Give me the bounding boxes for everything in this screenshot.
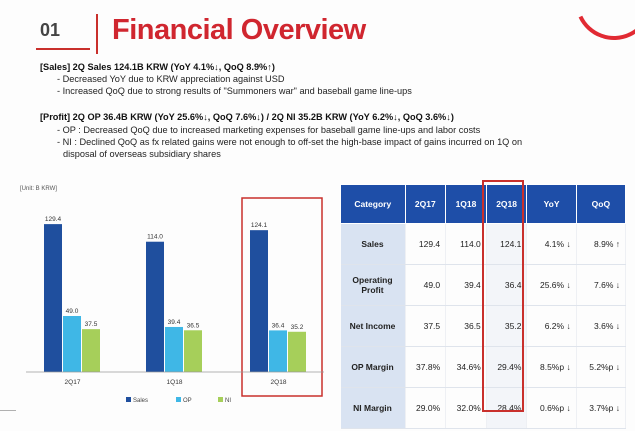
data-label: 129.4 [45,216,62,223]
data-label: 39.4 [168,319,181,326]
table-cell: 3.7%p ↓ [576,387,627,429]
sales-bullet-1: - Decreased YoY due to KRW appreciation … [57,74,285,84]
table-row: OP Margin 37.8% 34.6% 29.4% 8.5%p ↓ 5.2%… [340,346,627,388]
financial-table-wrap: Category 2Q17 1Q18 2Q18 YoY QoQ Sales 12… [340,184,627,429]
profit-bullet-1: - OP : Decreased QoQ due to increased ma… [57,125,481,135]
x-tick-label: 2Q18 [271,379,287,386]
legend-swatch-ni [218,397,223,402]
table-cell: 29.4% [486,346,528,388]
table-row: Net Income 37.5 36.5 35.2 6.2% ↓ 3.6% ↓ [340,305,627,347]
table-cell: 124.1 [486,223,528,265]
sales-bullet-2-text: Increased QoQ due to strong results of "… [62,86,412,96]
table-cell: 6.2% ↓ [526,305,577,347]
legend-label-op: OP [183,398,192,404]
page-title: Financial Overview [112,14,366,46]
data-label: 35.2 [291,324,304,331]
bar-op-1q18 [165,326,183,372]
table-cell: 7.6% ↓ [576,264,627,306]
table-cell: 37.5 [405,305,447,347]
data-label: 37.5 [85,321,98,328]
bar-op-2q17 [63,316,81,372]
table-cell: 0.6%p ↓ [526,387,577,429]
table-cell: 49.0 [405,264,447,306]
table-row: Sales 129.4 114.0 124.1 4.1% ↓ 8.9% ↑ [340,223,627,265]
legend-swatch-op [176,397,181,402]
table-header-category: Category [340,184,406,224]
table-cell: 35.2 [486,305,528,347]
table-header-yoy: YoY [526,184,577,224]
profit-bullet-1-text: OP : Decreased QoQ due to increased mark… [62,125,481,135]
profit-bullet-2: - NI : Declined QoQ as fx related gains … [57,137,523,147]
table-header-qoq: QoQ [575,184,627,224]
financial-table: Category 2Q17 1Q18 2Q18 YoY QoQ Sales 12… [340,184,627,429]
table-cell: 34.6% [445,346,487,388]
table-cell: 8.9% ↑ [576,223,627,265]
legend-label-ni: NI [225,398,231,404]
table-cell: 29.0% [405,387,447,429]
table-cell: 4.1% ↓ [526,223,577,265]
profit-headline: [Profit] 2Q OP 36.4B KRW (YoY 25.6%↓, Qo… [40,112,454,122]
profit-bullet-2-text: NI : Declined QoQ as fx related gains we… [62,137,523,147]
table-cell: 8.5%p ↓ [526,346,577,388]
data-label: 124.1 [251,222,268,229]
table-cell: 39.4 [445,264,487,306]
bar-op-2q18 [269,330,287,372]
sales-bullet-2: - Increased QoQ due to strong results of… [57,86,412,96]
table-row-category: Operating Profit [340,264,406,306]
x-tick-label: 1Q18 [167,379,183,386]
table-cell: 36.5 [445,305,487,347]
data-label: 36.5 [187,322,200,329]
data-label: 49.0 [66,308,79,315]
bar-ni-2q18 [288,331,306,372]
profit-bullet-2-cont: disposal of overseas subsidiary shares [63,149,221,159]
table-header-2q17: 2Q17 [404,184,447,224]
bar-ni-2q17 [82,329,100,372]
bar-chart: [Unit: B KRW] 129.4 49.0 37.5 2Q17 114.0 39.4 3… [18,176,328,412]
sales-headline: [Sales] 2Q Sales 124.1B KRW (YoY 4.1%↓, … [40,62,275,72]
table-header-1q18: 1Q18 [445,184,487,224]
title-underline [36,48,90,50]
table-row-category: OP Margin [340,346,406,388]
table-row-category: Net Income [340,305,406,347]
chart-unit-label: [Unit: B KRW] [20,186,57,192]
x-tick-label: 2Q17 [65,379,81,386]
bar-chart-svg: [Unit: B KRW] 129.4 49.0 37.5 2Q17 114.0 39.4 3… [20,186,324,404]
bar-sales-2q17 [44,224,62,372]
data-label: 36.4 [272,322,285,329]
bar-ni-1q18 [184,330,202,372]
table-cell: 36.4 [486,264,528,306]
section-number: 01 [40,20,61,40]
sales-bullet-1-text: Decreased YoY due to KRW appreciation ag… [62,74,285,84]
table-row-category: NI Margin [340,387,406,429]
chart-highlight-box [241,197,323,397]
table-cell: 129.4 [405,223,447,265]
data-label: 114.0 [147,234,163,241]
table-cell: 114.0 [445,223,487,265]
table-cell: 25.6% ↓ [526,264,577,306]
table-cell: 28.4% [486,387,528,429]
table-row-category: Sales [340,223,406,265]
table-cell: 5.2%p ↓ [576,346,627,388]
table-header-2q18: 2Q18 [485,184,528,224]
bar-sales-2q18 [250,230,268,372]
bar-sales-1q18 [146,241,164,372]
table-cell: 3.6% ↓ [576,305,627,347]
table-header-row: Category 2Q17 1Q18 2Q18 YoY QoQ [340,184,627,224]
table-cell: 37.8% [405,346,447,388]
table-cell: 32.0% [445,387,487,429]
legend-swatch-sales [126,397,131,402]
legend-label-sales: Sales [133,398,148,404]
footer-divider [0,410,16,411]
table-row: NI Margin 29.0% 32.0% 28.4% 0.6%p ↓ 3.7%… [340,387,627,429]
table-row: Operating Profit 49.0 39.4 36.4 25.6% ↓ … [340,264,627,306]
decorative-arc-icon [564,0,635,51]
title-divider [96,14,98,54]
